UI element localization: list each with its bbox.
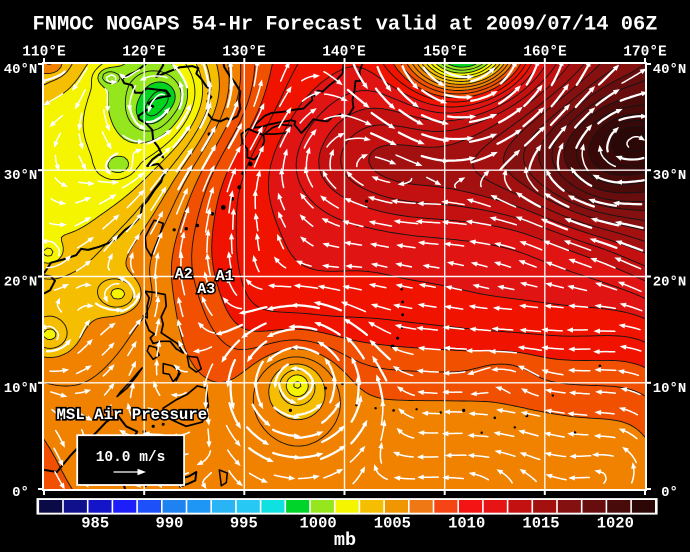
svg-text:20°N: 20°N — [4, 275, 38, 291]
svg-text:mb: mb — [334, 530, 356, 551]
svg-text:40°N: 40°N — [653, 62, 687, 78]
svg-text:0°: 0° — [661, 485, 678, 501]
svg-text:1005: 1005 — [374, 515, 411, 533]
svg-text:1000: 1000 — [299, 515, 336, 533]
svg-text:120°E: 120°E — [122, 45, 166, 61]
svg-text:160°E: 160°E — [523, 45, 567, 61]
svg-text:985: 985 — [81, 515, 109, 533]
svg-text:30°N: 30°N — [653, 168, 687, 184]
svg-text:1015: 1015 — [522, 515, 559, 533]
svg-text:110°E: 110°E — [22, 45, 66, 61]
svg-text:A1: A1 — [216, 268, 234, 285]
svg-text:140°E: 140°E — [322, 45, 366, 61]
svg-text:20°N: 20°N — [653, 275, 687, 291]
svg-text:A2: A2 — [175, 266, 193, 283]
svg-text:0°: 0° — [12, 485, 29, 501]
svg-text:130°E: 130°E — [222, 45, 266, 61]
svg-text:1020: 1020 — [597, 515, 634, 533]
svg-text:A3: A3 — [197, 281, 215, 298]
svg-text:10°N: 10°N — [653, 381, 687, 397]
svg-text:995: 995 — [230, 515, 258, 533]
svg-text:170°E: 170°E — [623, 45, 667, 61]
svg-text:40°N: 40°N — [4, 62, 38, 78]
svg-text:150°E: 150°E — [423, 45, 467, 61]
svg-text:1010: 1010 — [448, 515, 485, 533]
svg-text:10.0 m/s: 10.0 m/s — [96, 450, 166, 466]
svg-text:10°N: 10°N — [4, 381, 38, 397]
svg-text:FNMOC NOGAPS 54-Hr Forecast va: FNMOC NOGAPS 54-Hr Forecast valid at 200… — [33, 14, 658, 37]
svg-text:990: 990 — [156, 515, 184, 533]
svg-text:30°N: 30°N — [4, 168, 38, 184]
svg-text:MSL Air Pressure: MSL Air Pressure — [57, 406, 208, 424]
